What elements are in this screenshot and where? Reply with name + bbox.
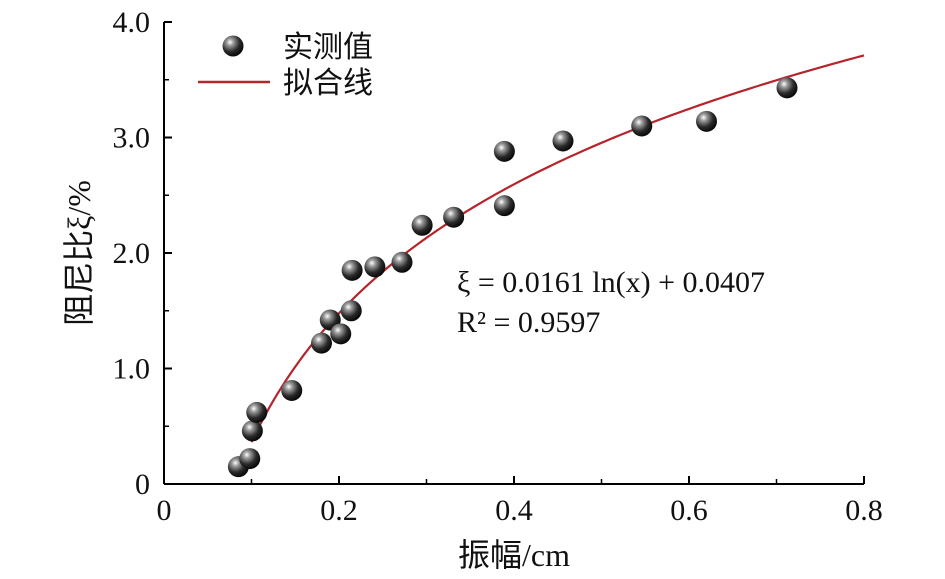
legend: 实测值 拟合线: [198, 31, 373, 100]
y-tick-label: 4.0: [113, 6, 151, 39]
data-point: [311, 332, 332, 354]
data-point: [241, 420, 263, 442]
legend-label-fit: 拟合线: [283, 67, 373, 100]
data-point: [493, 140, 515, 162]
data-point: [552, 130, 574, 152]
data-point: [246, 401, 268, 423]
x-tick-label: 0.2: [320, 494, 358, 527]
x-tick-label: 0: [157, 494, 172, 527]
data-point: [364, 256, 386, 278]
data-point: [411, 214, 433, 236]
data-point: [330, 323, 352, 345]
y-tick-label: 1.0: [113, 353, 151, 386]
data-point: [776, 77, 798, 99]
y-tick-label: 2.0: [113, 237, 151, 270]
legend-label-measured: 实测值: [283, 31, 373, 64]
fit-curve: [250, 54, 865, 443]
fit-curve-layer: [250, 54, 865, 443]
r-squared: R² = 0.9597: [457, 306, 600, 339]
data-point: [443, 206, 465, 228]
data-point: [391, 251, 413, 273]
x-tick-label: 0.6: [670, 494, 708, 527]
data-point: [239, 448, 261, 470]
y-axis-title: 阻尼比ξ/%: [61, 180, 97, 326]
y-tick-label: 3.0: [113, 122, 151, 155]
x-axis-title: 振幅/cm: [458, 537, 570, 573]
ticks: [163, 21, 865, 485]
data-point: [493, 195, 515, 217]
data-point: [340, 300, 362, 322]
x-tick-label: 0.4: [495, 494, 533, 527]
data-point: [631, 115, 653, 137]
data-point: [341, 259, 363, 281]
tick-labels: 0 0.2 0.4 0.6 0.8 0 1.0 2.0 3.0 4.0: [113, 6, 883, 527]
axes: [163, 22, 864, 485]
data-point: [696, 110, 717, 132]
data-points-layer: [227, 77, 798, 478]
data-point: [281, 379, 303, 401]
x-tick-label: 0.8: [845, 494, 883, 527]
fit-equation: ξ = 0.0161 ln(x) + 0.0407: [457, 266, 765, 299]
legend-marker-measured: [222, 35, 244, 57]
y-tick-label: 0: [135, 468, 150, 501]
